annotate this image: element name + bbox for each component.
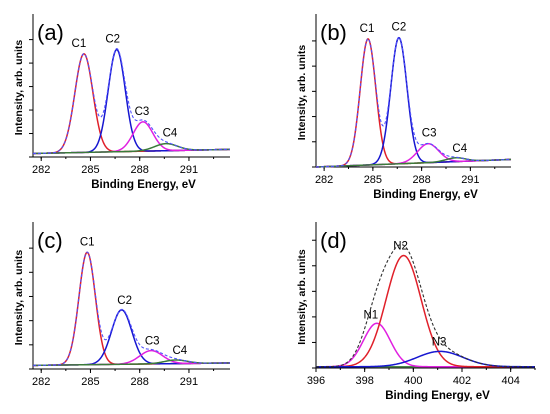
x-tick-label: 396 bbox=[307, 375, 325, 387]
peak-label-n1: N1 bbox=[363, 309, 378, 321]
peak-c4 bbox=[32, 359, 231, 367]
peak-c1 bbox=[315, 38, 512, 168]
x-tick-label: 291 bbox=[180, 376, 198, 388]
panel-a: 282 285 288 291 Binding Energy, eV Intensity,… bbox=[13, 14, 231, 191]
x-tick-label: 282 bbox=[32, 164, 50, 176]
peak-label-n3: N3 bbox=[432, 336, 447, 348]
peak-c1 bbox=[32, 53, 231, 155]
y-axis-title: Intensity, arb. units bbox=[296, 249, 308, 345]
peak-label-c1: C1 bbox=[360, 23, 375, 35]
x-axis-title: Binding Energy, eV bbox=[91, 179, 196, 191]
peak-c2 bbox=[315, 36, 512, 168]
panel-d: 396 398 400 402 404 Binding Energy, eV Intensi… bbox=[296, 222, 536, 402]
panel-label: (c) bbox=[37, 228, 63, 253]
peak-label-c4: C4 bbox=[172, 345, 187, 357]
peak-label-c2: C2 bbox=[117, 295, 132, 307]
panel-label: (b) bbox=[320, 20, 347, 45]
peak-label-c2: C2 bbox=[392, 22, 407, 34]
x-tick-label: 288 bbox=[131, 164, 149, 176]
peak-label-c1: C1 bbox=[72, 38, 87, 50]
y-axis-title: Intensity, arb. units bbox=[13, 40, 25, 136]
peak-label-n2: N2 bbox=[393, 241, 408, 253]
peak-label-c4: C4 bbox=[452, 143, 467, 155]
x-tick-label: 285 bbox=[81, 376, 99, 388]
peak-c4 bbox=[315, 157, 512, 168]
peak-label-c2: C2 bbox=[105, 34, 120, 46]
peak-label-c1: C1 bbox=[80, 236, 95, 248]
x-axis-title: Binding Energy, eV bbox=[373, 189, 478, 201]
envelope-fit bbox=[315, 36, 512, 168]
envelope-fit bbox=[315, 244, 536, 368]
x-tick-label: 404 bbox=[501, 375, 519, 387]
peak-label-c3: C3 bbox=[145, 336, 160, 348]
x-tick-label: 285 bbox=[364, 174, 382, 186]
panel-c: 282 285 288 291 Intensity, arb. units (c) C1 C2… bbox=[13, 222, 231, 388]
x-tick-label: 288 bbox=[131, 376, 149, 388]
peak-label-c3: C3 bbox=[422, 128, 437, 140]
peak-n2 bbox=[315, 254, 535, 368]
peak-label-c4: C4 bbox=[163, 128, 178, 140]
x-tick-label: 282 bbox=[315, 174, 333, 186]
peak-c2 bbox=[32, 309, 231, 367]
panel-label: (d) bbox=[320, 228, 347, 253]
x-tick-label: 291 bbox=[461, 174, 479, 186]
x-tick-label: 402 bbox=[453, 375, 471, 387]
panel-b: 282 285 288 291 Binding Energy, eV Intensity,… bbox=[296, 14, 512, 201]
x-axis-title: Binding Energy, eV bbox=[385, 390, 490, 402]
x-tick-label: 291 bbox=[180, 164, 198, 176]
x-tick-label: 400 bbox=[404, 375, 422, 387]
y-axis-title: Intensity, arb. units bbox=[13, 250, 25, 346]
peak-n3 bbox=[316, 350, 536, 368]
y-axis-title: Intensity, arb. units bbox=[296, 45, 308, 141]
x-tick-label: 398 bbox=[355, 375, 373, 387]
peak-c4 bbox=[32, 142, 231, 155]
x-tick-label: 288 bbox=[412, 174, 430, 186]
x-tick-label: 285 bbox=[81, 164, 99, 176]
peak-label-c3: C3 bbox=[135, 106, 150, 118]
panel-label: (a) bbox=[37, 20, 64, 45]
peak-n1 bbox=[315, 322, 535, 368]
peak-c1 bbox=[32, 251, 231, 367]
x-tick-label: 282 bbox=[32, 376, 50, 388]
envelope-fit bbox=[32, 251, 231, 366]
